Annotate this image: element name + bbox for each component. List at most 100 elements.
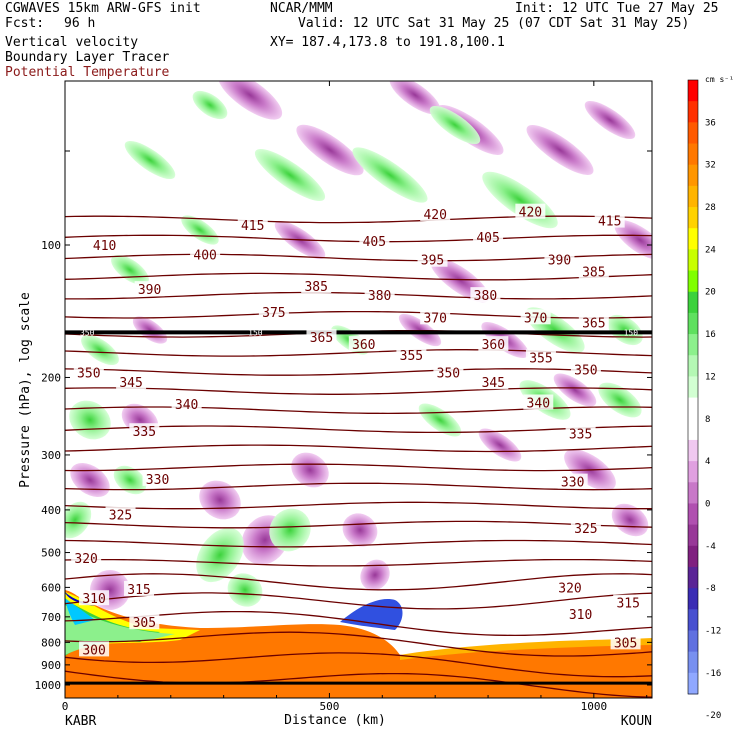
vertical-velocity-cell [296, 124, 364, 176]
theta-contour-350 [65, 482, 652, 491]
y-tick-label: 600 [41, 581, 61, 594]
contour-label-bg [565, 606, 596, 622]
contour-label: 350 [77, 367, 100, 382]
colorbar-swatch [688, 291, 698, 314]
vertical-velocity-cell [217, 81, 283, 120]
y-tick-label: 400 [41, 504, 61, 517]
colorbar-label: 16 [705, 330, 716, 340]
contour-label: 310 [82, 592, 105, 607]
vertical-velocity-cell [429, 105, 481, 145]
contour-label: 340 [527, 396, 550, 411]
contour-label: 370 [524, 311, 547, 326]
contour-label-bg [116, 374, 147, 390]
theta-contour-320 [65, 592, 652, 610]
vertical-velocity-cell [124, 140, 176, 180]
contour-label-bg [610, 634, 641, 650]
contour-label-bg [79, 641, 110, 657]
contour-label: 370 [423, 311, 446, 326]
colorbar-swatch [688, 545, 698, 568]
vertical-velocity-cell [360, 559, 390, 591]
contour-label: 310 [569, 608, 592, 623]
contour-label-bg [306, 329, 337, 345]
colorbar-swatch [688, 122, 698, 145]
contour-label-bg [420, 309, 451, 325]
vertical-velocity-cell [227, 573, 263, 607]
y-tick-label: 1000 [35, 679, 62, 692]
colorbar-swatch [688, 312, 698, 335]
contour-label: 305 [133, 616, 156, 631]
contour-label-bg [89, 237, 120, 252]
vertical-velocity-cell [111, 254, 149, 286]
potential-temperature-contours [65, 215, 652, 698]
contour-label: 390 [138, 283, 161, 298]
theta-contour-345 [65, 501, 652, 510]
contour-label-bg [525, 349, 556, 365]
vertical-velocity-cell [398, 313, 442, 347]
contour-label: 315 [127, 583, 150, 598]
vertical-velocity-cell [65, 501, 92, 539]
theta-contour-395 [65, 310, 652, 319]
colorbar-swatch [688, 566, 698, 589]
contour-label-bg [417, 251, 448, 267]
colorbar-swatch [688, 418, 698, 441]
vertical-velocity-cell [269, 508, 311, 552]
contour-label-bg [470, 287, 501, 303]
contour-label: 360 [352, 338, 375, 353]
vertical-velocity-cell [553, 373, 597, 407]
init-time: Init: 12 UTC Tue 27 May 25 [515, 1, 719, 16]
contour-label-bg [557, 473, 588, 489]
contour-label-bg [301, 278, 332, 294]
contour-label: 300 [82, 643, 105, 658]
contour-label-bg [348, 336, 379, 352]
contour-label: 400 [193, 248, 216, 263]
colorbar-label: 8 [705, 415, 710, 425]
colorbar-label: -12 [705, 626, 721, 636]
contour-label-bg [565, 425, 596, 441]
colorbar-swatch [688, 672, 698, 695]
x-axis-label: Distance (km) [284, 713, 386, 728]
contour-label-bg [613, 594, 644, 610]
colorbar-frame [687, 79, 699, 695]
forecast-label: Fcst: [5, 16, 45, 31]
contour-label-bg [396, 347, 427, 363]
colorbar-swatch [688, 609, 698, 631]
colorbar-label: 28 [705, 203, 716, 213]
field-boundary-layer-tracer: Boundary Layer Tracer [5, 50, 170, 65]
contour-label: 320 [558, 581, 581, 596]
colorbar-label: 24 [705, 245, 716, 255]
colorbar-swatch [688, 630, 698, 653]
vertical-velocity-cell [291, 452, 329, 488]
pbl-tracer-cyan [65, 598, 95, 625]
contour-label-bg [544, 251, 575, 267]
pbl-tracer-orange [65, 590, 652, 698]
y-tick-label: 500 [41, 547, 61, 560]
contour-label-bg [570, 361, 601, 377]
colorbar-swatch [688, 143, 698, 166]
theta-contour-370 [65, 406, 652, 415]
colorbar-label: 0 [705, 499, 710, 509]
theta-contour-400 [65, 291, 652, 300]
colorbar-swatch [688, 461, 698, 483]
center-label: NCAR/MMM [270, 1, 333, 16]
colorbar-label: 12 [705, 372, 716, 382]
colorbar-swatch [688, 164, 698, 187]
vertical-velocity-cell [526, 125, 594, 175]
contour-label: 415 [598, 215, 621, 230]
contour-label: 375 [262, 306, 285, 321]
colorbar-swatch [688, 588, 698, 610]
valid-time: Valid: 12 UTC Sat 31 May 25 (07 CDT Sat … [298, 16, 690, 31]
contour-label: 380 [474, 289, 497, 304]
contour-label-bg [570, 520, 601, 536]
vertical-velocity-cell [478, 428, 522, 462]
colorbar-swatch [688, 651, 698, 674]
colorbar: 36 32 28 24 20 16 12 8 4 0 -4 -8 -12 -16 -20 [687, 79, 721, 721]
vertical-velocity-cell [113, 465, 147, 495]
colorbar-swatch [688, 207, 698, 229]
contour-label-bg [578, 263, 609, 279]
plot-frame [64, 80, 653, 699]
y-axis-label: Pressure (hPa), log scale [18, 292, 33, 488]
y-tick-label: 300 [41, 449, 61, 462]
contour-label-bg [171, 396, 202, 412]
colorbar-label: 4 [705, 457, 710, 467]
contour-label-bg [105, 506, 136, 522]
